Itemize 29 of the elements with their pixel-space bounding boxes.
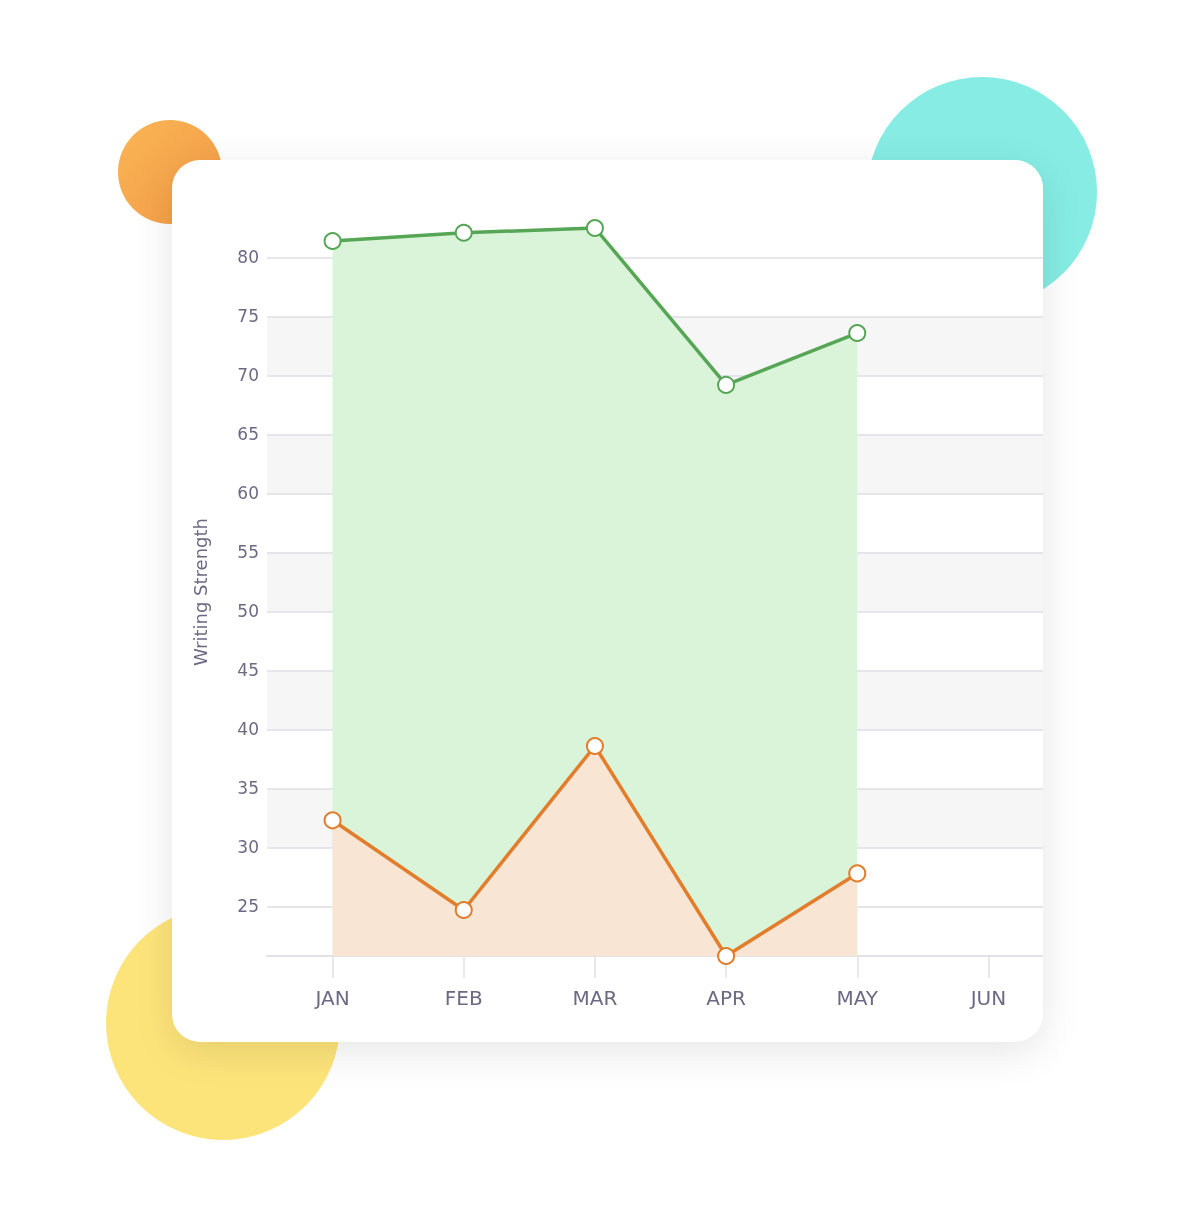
y-tick-label: 25 bbox=[237, 896, 259, 917]
y-tick-label: 40 bbox=[237, 719, 259, 740]
y-tick-label: 30 bbox=[237, 837, 259, 858]
x-tick-label: FEB bbox=[444, 986, 483, 1010]
point bbox=[585, 219, 604, 237]
y-tick-label: 35 bbox=[237, 778, 259, 799]
point bbox=[717, 947, 736, 965]
point bbox=[454, 900, 473, 919]
point bbox=[323, 811, 342, 830]
y-tick-label: 80 bbox=[237, 247, 259, 268]
y-tick-label: 75 bbox=[237, 306, 259, 327]
point bbox=[585, 736, 604, 755]
x-tick-label: MAR bbox=[572, 986, 618, 1010]
point bbox=[848, 324, 867, 343]
x-tick-label: MAY bbox=[836, 986, 879, 1010]
x-tick-label: JAN bbox=[313, 986, 350, 1010]
x-tick-label: JUN bbox=[968, 986, 1007, 1010]
x-tick-label: APR bbox=[706, 986, 747, 1010]
y-tick-label: 65 bbox=[237, 424, 259, 445]
point bbox=[848, 864, 867, 883]
point bbox=[717, 375, 736, 394]
y-tick-label: 70 bbox=[237, 365, 259, 386]
point bbox=[323, 231, 342, 250]
y-axis-title: Writing Strength bbox=[189, 518, 211, 666]
y-tick-label: 60 bbox=[237, 483, 259, 504]
y-tick-label: 50 bbox=[237, 601, 259, 622]
y-tick-label: 45 bbox=[237, 660, 259, 681]
y-tick-label: 55 bbox=[237, 542, 259, 563]
point bbox=[454, 223, 473, 242]
